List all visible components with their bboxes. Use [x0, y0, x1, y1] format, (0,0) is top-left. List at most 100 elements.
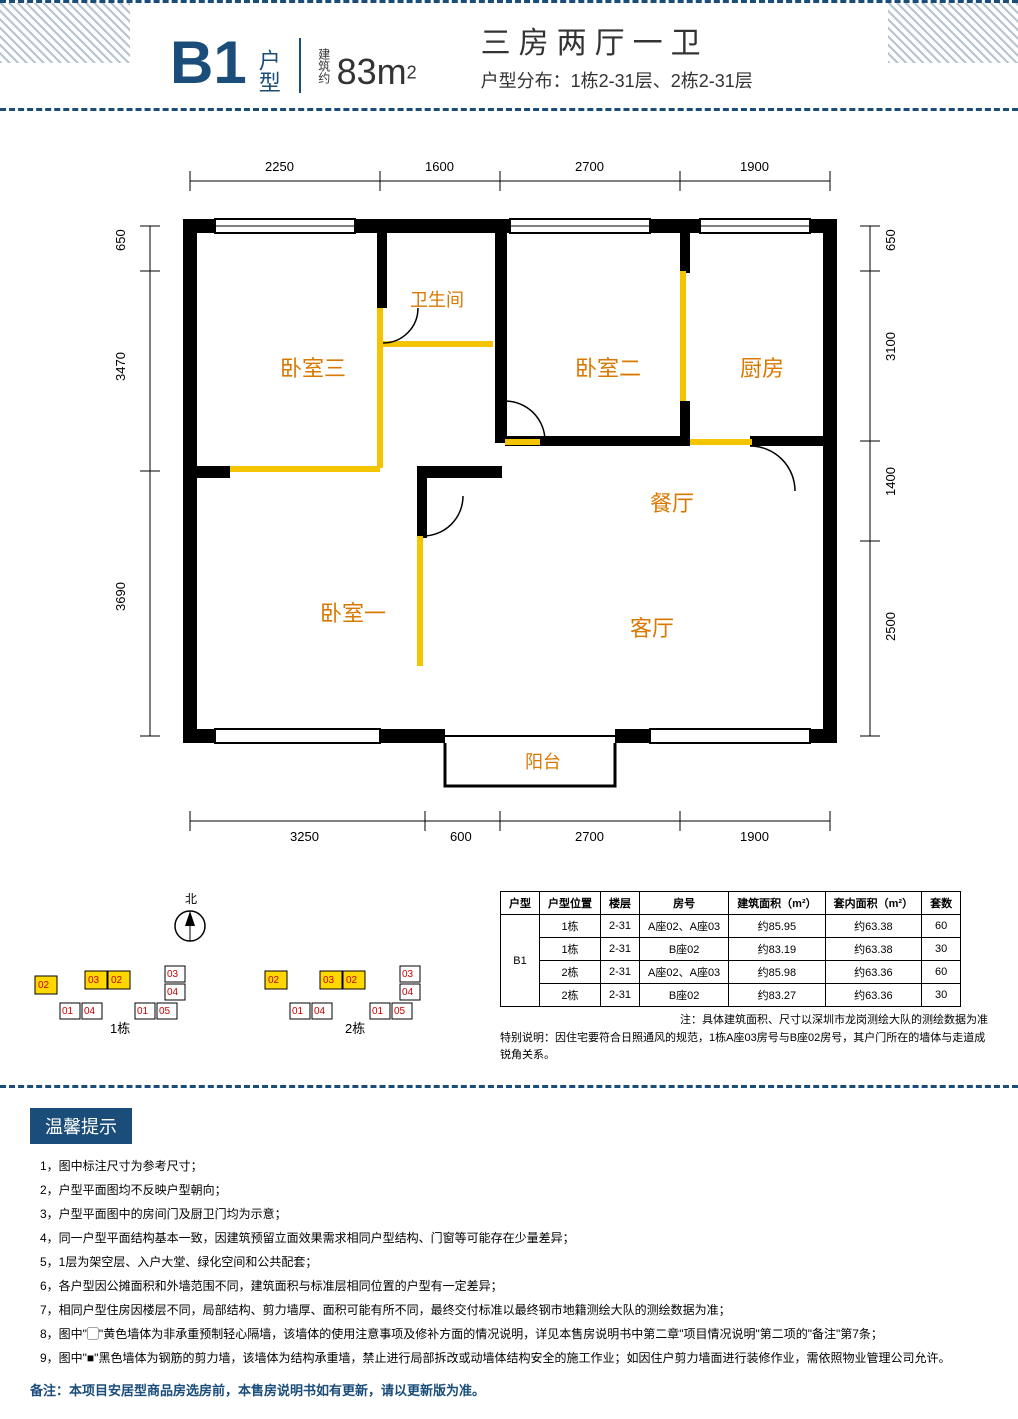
cell: 2-31 — [601, 984, 640, 1007]
table-row: 2栋2-31A座02、A座03约85.98约63.3660 — [501, 961, 961, 984]
cell: 60 — [922, 915, 961, 938]
b2-label: 2栋 — [345, 1021, 365, 1036]
unit-type-label: 户型 — [252, 49, 284, 93]
cell: 2-31 — [601, 938, 640, 961]
cell: B座02 — [640, 938, 729, 961]
floor-plan: 2250 1600 2700 1900 — [0, 111, 1018, 881]
tip-item: 4，同一户型平面结构基本一致，因建筑预留立面效果需求相同户型结构、门窗等可能存在… — [40, 1226, 988, 1250]
dim-l1: 3470 — [113, 352, 128, 381]
th6: 套数 — [922, 892, 961, 915]
dims-left — [140, 226, 160, 736]
cell: 1栋 — [540, 915, 601, 938]
b1-label: 1栋 — [110, 1021, 130, 1036]
dims-top — [190, 171, 830, 191]
svg-text:03: 03 — [402, 969, 414, 980]
cell: 2栋 — [540, 961, 601, 984]
dim-b2: 2700 — [575, 829, 604, 844]
svg-text:04: 04 — [84, 1006, 96, 1017]
th2: 楼层 — [601, 892, 640, 915]
dim-t2: 2700 — [575, 159, 604, 174]
north-label: 北 — [185, 892, 197, 906]
unit-code: B1 — [170, 33, 247, 93]
dim-t3: 1900 — [740, 159, 769, 174]
walls — [190, 219, 830, 786]
dims-bottom — [190, 811, 830, 831]
table-row: 2栋2-31B座02约83.27约63.3630 — [501, 984, 961, 1007]
tips-section: 温馨提示 1，图中标注尺寸为参考尺寸； 2，户型平面图均不反映户型朝向； 3，户… — [0, 1085, 1018, 1419]
th1: 户型位置 — [540, 892, 601, 915]
dim-r1: 3100 — [883, 332, 898, 361]
dim-l2: 3690 — [113, 582, 128, 611]
cell: A座02、A座03 — [640, 961, 729, 984]
bottom-section: 北 02 03 02 01 04 01 05 03 04 1栋 02 03 02 — [0, 881, 1018, 1075]
dim-l0: 650 — [113, 229, 128, 251]
dim-t1: 1600 — [425, 159, 454, 174]
area-value: 83 — [337, 51, 377, 92]
cell: 约63.38 — [825, 915, 921, 938]
cell: 约83.27 — [729, 984, 825, 1007]
header: B1 户型 建筑约 83m2 三房两厅一卫 户型分布：1栋2-31层、2栋2-3… — [0, 0, 1018, 111]
svg-text:02: 02 — [268, 975, 280, 986]
layout-desc: 三房两厅一卫 — [481, 18, 753, 62]
sitemap-svg: 北 02 03 02 01 04 01 05 03 04 1栋 02 03 02 — [30, 891, 470, 1041]
room-br2: 卧室二 — [575, 356, 641, 381]
room-labels: 卧室三 卫生间 卧室二 厨房 餐厅 卧室一 客厅 阳台 — [280, 290, 784, 772]
unit-cell: B1 — [501, 915, 540, 1007]
note1: 注：具体建筑面积、尺寸以深圳市龙岗测绘大队的测绘数据为准 — [500, 1012, 988, 1030]
svg-text:05: 05 — [159, 1006, 171, 1017]
cell: 2栋 — [540, 984, 601, 1007]
table-row: B1 1栋2-31A座02、A座03约85.95约63.3860 — [501, 915, 961, 938]
svg-text:01: 01 — [62, 1006, 74, 1017]
svg-text:01: 01 — [292, 1006, 304, 1017]
table-notes: 注：具体建筑面积、尺寸以深圳市龙岗测绘大队的测绘数据为准 特别说明：因住宅要符合… — [500, 1012, 988, 1065]
cell: 2-31 — [601, 961, 640, 984]
tip-item: 5，1层为架空层、入户大堂、绿化空间和公共配套； — [40, 1250, 988, 1274]
tip-item: 3，户型平面图中的房间门及厨卫门均为示意； — [40, 1202, 988, 1226]
tip-item: 7，相同户型住房因楼层不同，局部结构、剪力墙厚、面积可能有所不同，最终交付标准以… — [40, 1298, 988, 1322]
tips-footer: 备注：本项目安居型商品房选房前，本售房说明书如有更新，请以更新版为准。 — [30, 1380, 988, 1399]
dim-b3: 1900 — [740, 829, 769, 844]
dim-t0: 2250 — [265, 159, 294, 174]
tip-item: 8，图中"▢"黄色墙体为非承重预制轻心隔墙，该墙体的使用注意事项及修补方面的情况… — [40, 1322, 988, 1346]
cell: 约63.36 — [825, 961, 921, 984]
svg-text:03: 03 — [167, 969, 179, 980]
tips-list: 1，图中标注尺寸为参考尺寸； 2，户型平面图均不反映户型朝向； 3，户型平面图中… — [30, 1154, 988, 1370]
table-header-row: 户型 户型位置 楼层 房号 建筑面积（m²） 套内面积（m²） 套数 — [501, 892, 961, 915]
room-br3: 卧室三 — [280, 356, 346, 381]
room-balcony: 阳台 — [525, 752, 561, 772]
tips-title: 温馨提示 — [30, 1108, 132, 1144]
desc-block: 三房两厅一卫 户型分布：1栋2-31层、2栋2-31层 — [481, 18, 753, 93]
svg-text:01: 01 — [372, 1006, 384, 1017]
tip-item: 6，各户型因公摊面积和外墙范围不同，建筑面积与标准层相同位置的户型有一定差异； — [40, 1274, 988, 1298]
th0: 户型 — [501, 892, 540, 915]
cell: 约85.98 — [729, 961, 825, 984]
distribution: 户型分布：1栋2-31层、2栋2-31层 — [481, 67, 753, 93]
tip-item: 1，图中标注尺寸为参考尺寸； — [40, 1154, 988, 1178]
dim-r2: 1400 — [883, 467, 898, 496]
cell: B座02 — [640, 984, 729, 1007]
divider — [299, 38, 301, 93]
area-block: 建筑约 83m2 — [316, 48, 451, 93]
svg-text:02: 02 — [346, 975, 358, 986]
dim-b1: 600 — [450, 829, 472, 844]
th3: 房号 — [640, 892, 729, 915]
plan-svg: 2250 1600 2700 1900 — [90, 141, 928, 851]
svg-text:04: 04 — [167, 987, 179, 998]
title-block: B1 户型 建筑约 83m2 三房两厅一卫 户型分布：1栋2-31层、2栋2-3… — [170, 18, 785, 93]
room-bath: 卫生间 — [410, 290, 464, 310]
svg-text:04: 04 — [314, 1006, 326, 1017]
cell: 约83.19 — [729, 938, 825, 961]
area-prefix: 建筑约 — [316, 48, 333, 84]
cell: 1栋 — [540, 938, 601, 961]
dims-right — [860, 226, 880, 736]
svg-text:04: 04 — [402, 987, 414, 998]
tip-item: 9，图中"■"黑色墙体为钢筋的剪力墙，该墙体为结构承重墙，禁止进行局部拆改或动墙… — [40, 1346, 988, 1370]
dim-b0: 3250 — [290, 829, 319, 844]
svg-text:03: 03 — [323, 975, 335, 986]
cell: 约63.36 — [825, 984, 921, 1007]
svg-text:05: 05 — [394, 1006, 406, 1017]
room-living: 客厅 — [630, 616, 674, 641]
compass-sitemap: 北 02 03 02 01 04 01 05 03 04 1栋 02 03 02 — [30, 891, 470, 1065]
cell: 30 — [922, 984, 961, 1007]
tip-item: 2，户型平面图均不反映户型朝向； — [40, 1178, 988, 1202]
